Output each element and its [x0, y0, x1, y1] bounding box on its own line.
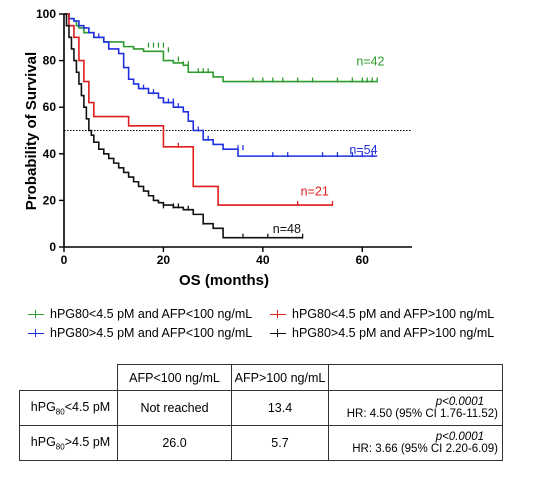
y-tick-label: 40 — [43, 147, 57, 161]
legend-line-red — [270, 309, 286, 318]
chart-legend: hPG80<4.5 pM and AFP<100 ng/mL hPG80<4.5… — [28, 305, 548, 345]
series-n-label: n=54 — [349, 143, 377, 157]
series-n-label: n=48 — [273, 222, 301, 236]
cell-afp-low: 26.0 — [117, 425, 232, 461]
y-axis-label: Probability of Survival — [23, 52, 40, 210]
p-value: p<0.0001 — [435, 431, 484, 443]
cell-afp-high: 13.4 — [231, 390, 329, 426]
table-header: AFP<100 ng/mL — [117, 364, 232, 391]
survival-chart: 0 20 40 60 80 100 0 20 40 60 n=42 n=54 n=21 n=48 Pro… — [23, 7, 412, 289]
hazard-ratio: HR: 3.66 (95% CI 2.20-6.09) — [352, 443, 498, 455]
legend-item-blue: hPG80>4.5 pM and AFP<100 ng/mL — [28, 324, 252, 342]
legend-line-black — [270, 328, 286, 337]
x-tick-label: 40 — [256, 253, 270, 267]
hazard-ratio: HR: 4.50 (95% CI 1.76-11.52) — [346, 408, 498, 420]
p-value: p<0.0001 — [435, 396, 484, 408]
table-header-blank — [328, 364, 503, 391]
table-header: AFP>100 ng/mL — [231, 364, 329, 391]
row-label: hPG80<4.5 pM — [19, 390, 118, 426]
survival-table: AFP<100 ng/mL AFP>100 ng/mL hPG80<4.5 pM… — [19, 364, 503, 461]
y-tick-label: 80 — [43, 54, 57, 68]
row-label: hPG80>4.5 pM — [19, 425, 118, 461]
x-axis-label: OS (months) — [179, 272, 269, 289]
survival-curve — [64, 13, 378, 157]
x-tick-label: 60 — [356, 253, 370, 267]
legend-label: hPG80>4.5 pM and AFP>100 ng/mL — [292, 326, 495, 340]
legend-item-red: hPG80<4.5 pM and AFP>100 ng/mL — [270, 305, 494, 323]
y-tick-label: 100 — [36, 7, 56, 21]
table-corner — [19, 364, 118, 391]
cell-afp-high: 5.7 — [231, 425, 329, 461]
table-row: hPG80>4.5 pM 26.0 5.7 p<0.0001 HR: 3.66 … — [19, 425, 503, 461]
survival-curve — [64, 13, 333, 206]
table-row: hPG80<4.5 pM Not reached 13.4 p<0.0001 H… — [19, 390, 503, 426]
legend-line-green — [28, 309, 44, 318]
survival-curve — [64, 13, 378, 83]
cell-stats: p<0.0001 HR: 3.66 (95% CI 2.20-6.09) — [328, 425, 503, 461]
y-tick-label: 60 — [43, 100, 57, 114]
x-tick-label: 0 — [61, 253, 68, 267]
series-n-label: n=21 — [301, 185, 329, 199]
y-tick-label: 20 — [43, 193, 57, 207]
legend-line-blue — [28, 328, 44, 337]
x-tick-label: 20 — [157, 253, 171, 267]
legend-label: hPG80<4.5 pM and AFP>100 ng/mL — [292, 307, 495, 321]
chart-series: n=42 n=54 n=21 n=48 — [64, 13, 385, 239]
cell-stats: p<0.0001 HR: 4.50 (95% CI 1.76-11.52) — [328, 390, 503, 426]
y-tick-label: 0 — [49, 240, 56, 254]
survival-curve — [64, 13, 303, 239]
legend-item-green: hPG80<4.5 pM and AFP<100 ng/mL — [28, 305, 252, 323]
chart-axes: 0 20 40 60 80 100 0 20 40 60 — [36, 7, 412, 267]
legend-label: hPG80<4.5 pM and AFP<100 ng/mL — [50, 307, 253, 321]
cell-afp-low: Not reached — [117, 390, 232, 426]
series-n-label: n=42 — [356, 54, 384, 68]
legend-label: hPG80>4.5 pM and AFP<100 ng/mL — [50, 326, 253, 340]
legend-item-black: hPG80>4.5 pM and AFP>100 ng/mL — [270, 324, 494, 342]
